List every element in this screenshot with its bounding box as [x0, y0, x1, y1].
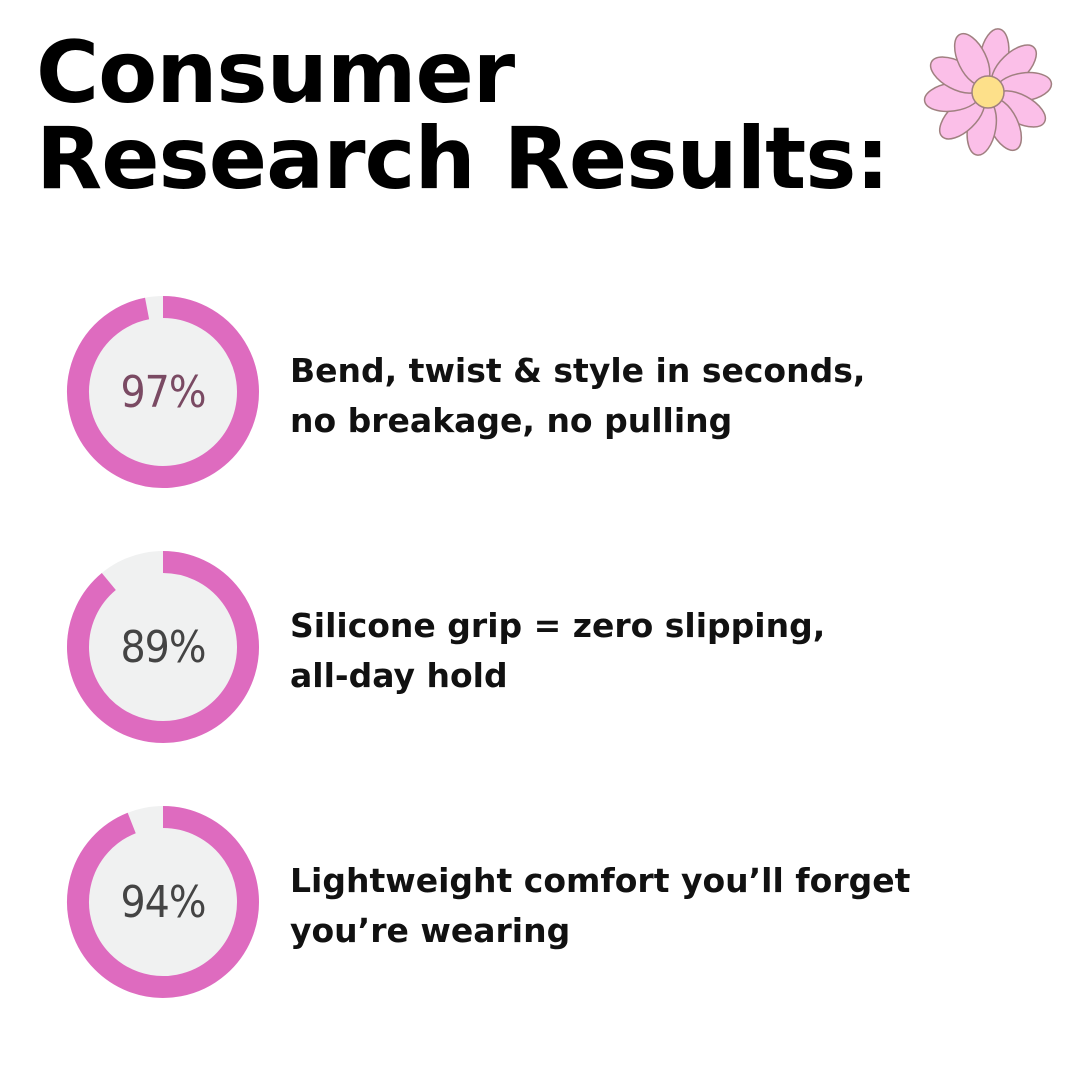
ring-track [67, 296, 259, 488]
daisy-flower-icon [923, 28, 1053, 156]
percent-value: 94% [120, 876, 207, 928]
page-title: Consumer Research Results: [36, 23, 890, 209]
stat-description: Bend, twist & style in seconds, no break… [290, 346, 865, 446]
ring-track [67, 551, 259, 743]
description-line-1: Lightweight comfort you’ll forget [290, 861, 911, 900]
stat-item: 97% Bend, twist & style in seconds, no b… [60, 294, 1020, 494]
percent-value: 89% [120, 621, 207, 673]
stat-item: 94% Lightweight comfort you’ll forget yo… [60, 804, 1020, 1004]
stat-item: 89% Silicone grip = zero slipping, all-d… [60, 549, 1020, 749]
description-line-2: you’re wearing [290, 911, 571, 950]
ring-progress-arc [67, 551, 259, 743]
description-line-2: all-day hold [290, 656, 508, 695]
description-line-1: Silicone grip = zero slipping, [290, 606, 826, 645]
description-line-1: Bend, twist & style in seconds, [290, 351, 866, 390]
progress-ring [67, 296, 259, 488]
percent-value: 97% [120, 366, 207, 418]
progress-ring [67, 551, 259, 743]
ring-progress-arc [67, 806, 259, 998]
title-line-2: Research Results: [36, 109, 890, 209]
title-line-1: Consumer [36, 23, 515, 123]
description-line-2: no breakage, no pulling [290, 401, 733, 440]
progress-ring [67, 806, 259, 998]
stat-description: Silicone grip = zero slipping, all-day h… [290, 601, 825, 701]
ring-track [67, 806, 259, 998]
stat-description: Lightweight comfort you’ll forget you’re… [290, 856, 910, 956]
ring-progress-arc [67, 296, 259, 488]
